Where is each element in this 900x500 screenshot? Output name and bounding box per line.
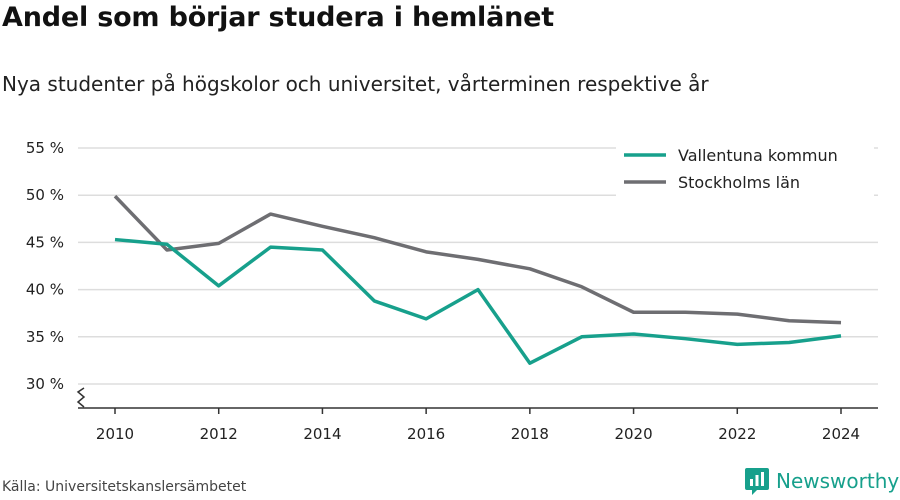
y-tick-label: 35 %	[26, 328, 64, 346]
x-tick-label: 2018	[511, 425, 549, 443]
axis-break-icon	[76, 387, 86, 408]
source-note: Källa: Universitetskanslersämbetet	[2, 479, 247, 495]
series-lines	[113, 194, 842, 365]
x-tick-label: 2024	[822, 425, 860, 443]
legend: Vallentuna kommun Stockholms län	[616, 138, 874, 196]
brand-name: Newsworthy	[776, 469, 900, 493]
brand-logo[interactable]: Newsworthy	[744, 466, 899, 496]
series-line-stockholm	[113, 194, 842, 325]
series-line-vallentuna	[114, 237, 842, 365]
x-tick-label: 2012	[200, 425, 238, 443]
y-tick-label: 55 %	[26, 139, 64, 157]
x-tick-label: 2016	[407, 425, 445, 443]
line-chart: 30 % 35 % 40 % 45 % 50 % 55 % 2010 2012 2014 2016…	[26, 138, 878, 443]
legend-background	[616, 138, 874, 196]
x-tick-label: 2020	[614, 425, 652, 443]
y-tick-label: 45 %	[26, 233, 64, 251]
x-tick-label: 2014	[303, 425, 341, 443]
axes: 30 % 35 % 40 % 45 % 50 % 55 % 2010 2012 2014 2016…	[26, 139, 878, 443]
chart-title: Andel som börjar studera i hemlänet	[2, 2, 554, 33]
bar-chart-logo-icon	[745, 468, 769, 495]
legend-label: Vallentuna kommun	[678, 146, 838, 165]
y-tick-label: 30 %	[26, 375, 64, 393]
x-tick-label: 2022	[718, 425, 756, 443]
y-tick-label: 50 %	[26, 186, 64, 204]
legend-label: Stockholms län	[678, 173, 800, 192]
y-tick-label: 40 %	[26, 281, 64, 299]
chart-subtitle: Nya studenter på högskolor och universit…	[2, 72, 709, 96]
x-tick-label: 2010	[96, 425, 134, 443]
